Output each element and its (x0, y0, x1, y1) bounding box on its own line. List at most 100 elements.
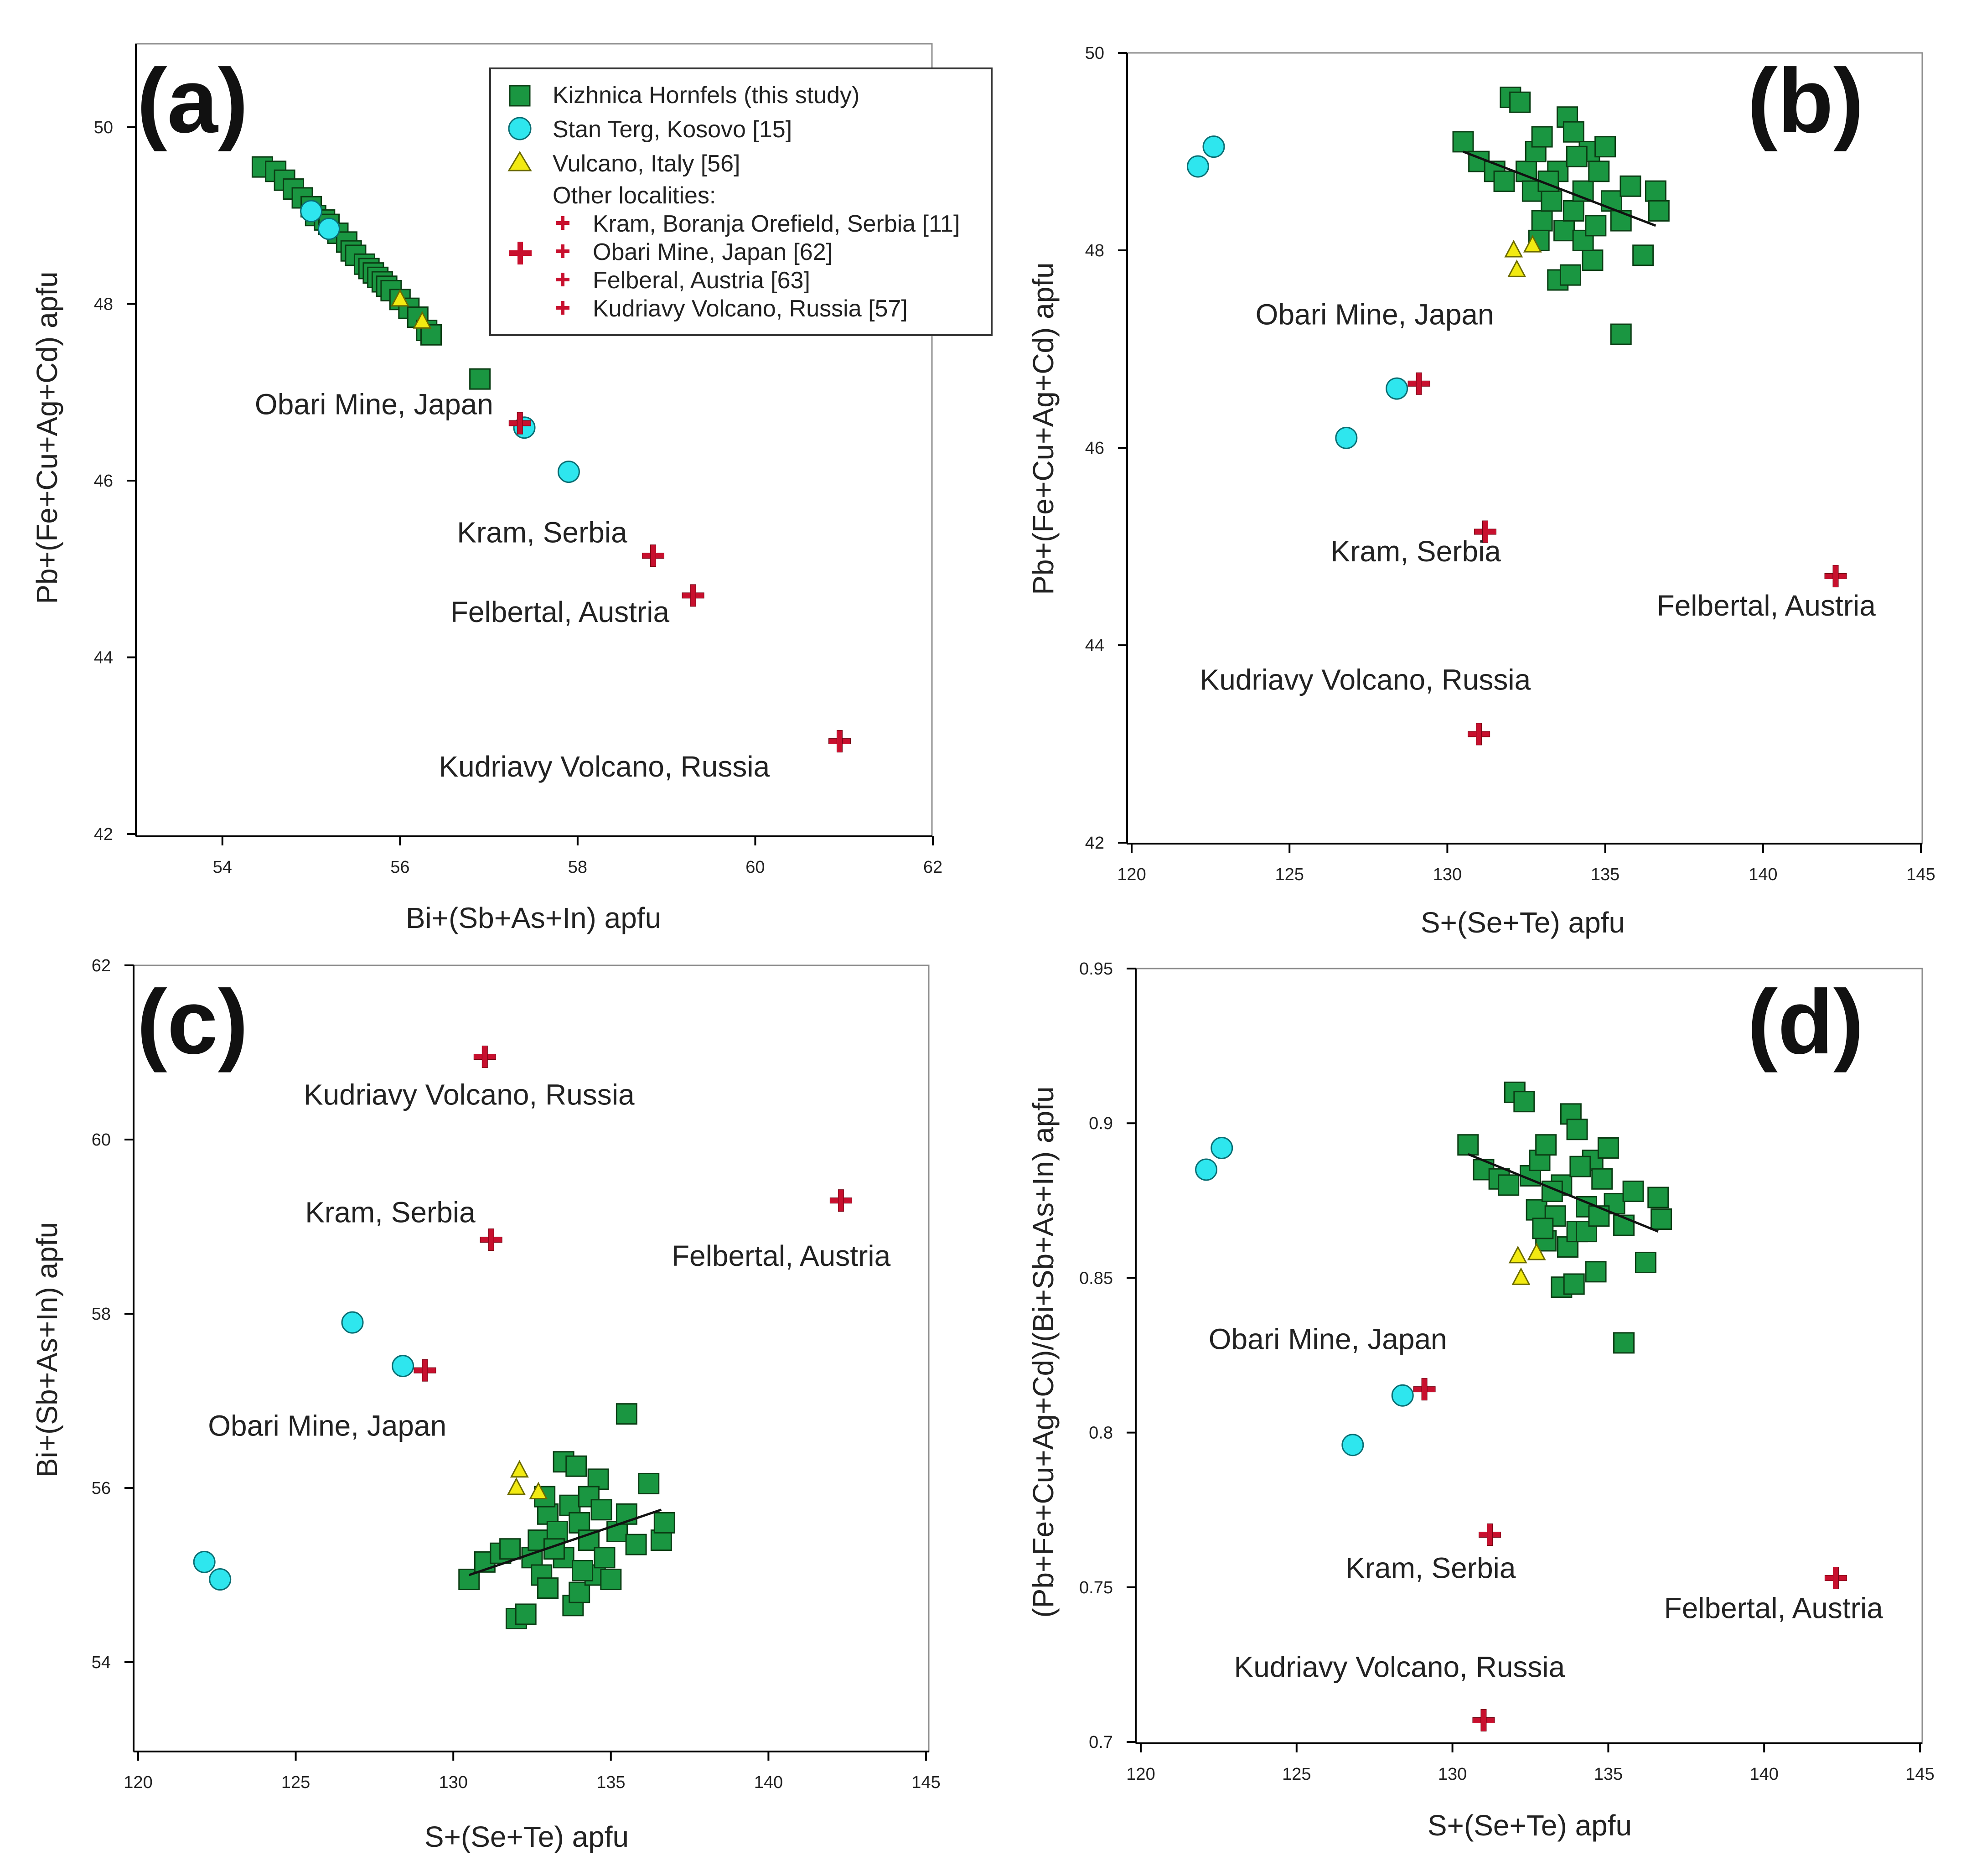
panel-d-point-other-locality (1824, 1566, 1847, 1589)
panel-a-point-stan-terg (557, 461, 580, 483)
panel-c-point-kizhnica (650, 1529, 672, 1551)
legend: Kizhnica Hornfels (this study) Stan Terg… (489, 67, 993, 336)
panel-d-y-axis-label: (Pb+Fe+Cu+Ag+Cd)/(Bi+Sb+As+In) apfu (1027, 1086, 1060, 1617)
panel-d-point-kizhnica (1457, 1134, 1479, 1156)
panel-c-label: (c) (137, 971, 248, 1073)
panel-c-trendline (468, 1508, 662, 1576)
panel-c-y-tick-label: 60 (92, 1130, 111, 1150)
panel-d-point-stan-terg (1341, 1434, 1364, 1456)
panel-d: S+(Se+Te) apfu (Pb+Fe+Cu+Ag+Cd)/(Bi+Sb+A… (1027, 959, 1935, 1842)
panel-b-point-kizhnica (1632, 244, 1654, 266)
panel-b-point-kizhnica (1594, 136, 1616, 158)
panel-d-point-kizhnica (1563, 1273, 1585, 1295)
panel-a-point-other-locality (682, 584, 704, 607)
panel-c-point-kizhnica (537, 1577, 559, 1599)
panel-c-point-kizhnica (515, 1603, 537, 1625)
panel-c-x-tick-label: 120 (124, 1773, 152, 1792)
legend-label-felberal: Felberal, Austria [63] (593, 267, 810, 294)
panel-c-point-kizhnica (638, 1472, 660, 1494)
panel-a-y-tick-label: 46 (94, 472, 113, 491)
panel-d-x-tick-label: 145 (1905, 1765, 1934, 1784)
panel-d-point-kizhnica (1544, 1205, 1566, 1227)
panel-d-x-axis-label: S+(Se+Te) apfu (1428, 1809, 1632, 1842)
panel-d-point-stan-terg (1391, 1384, 1414, 1407)
panel-c-point-kizhnica (565, 1455, 587, 1477)
panel-d-point-kizhnica (1535, 1134, 1557, 1156)
panel-c-point-kizhnica (546, 1521, 568, 1542)
panel-c-x-axis-label: S+(Se+Te) apfu (424, 1820, 629, 1853)
panel-c-point-vulcano (529, 1482, 548, 1500)
panel-c-point-vulcano (507, 1477, 526, 1495)
panel-d-point-kizhnica (1513, 1091, 1535, 1113)
panel-b-point-kizhnica (1566, 145, 1588, 167)
panel-c-annotation: Kram, Serbia (305, 1196, 476, 1228)
panel-b-annotation: Obari Mine, Japan (1256, 298, 1494, 331)
panel-d-x-tick-label: 135 (1594, 1765, 1623, 1784)
panel-c-point-kizhnica (653, 1512, 675, 1534)
panel-c-point-stan-terg (392, 1355, 414, 1378)
panel-a-y-tick-label: 50 (94, 118, 113, 137)
panel-d-point-kizhnica (1647, 1187, 1669, 1208)
panel-d-point-kizhnica (1591, 1168, 1613, 1190)
panel-d-annotation: Kudriavy Volcano, Russia (1234, 1651, 1565, 1684)
panel-b-point-kizhnica (1541, 190, 1563, 212)
panel-d-annotation: Obari Mine, Japan (1209, 1322, 1447, 1355)
panel-a-point-vulcano (413, 311, 432, 329)
panel-d-y-tick-label: 0.7 (1089, 1733, 1113, 1752)
panel-a-point-stan-terg (300, 200, 323, 223)
panel-c-point-kizhnica (572, 1560, 594, 1581)
panel-d-point-kizhnica (1526, 1199, 1547, 1221)
panel-b-point-kizhnica (1610, 323, 1632, 345)
panel-d-point-stan-terg (1195, 1158, 1218, 1181)
panel-d-point-kizhnica (1588, 1205, 1610, 1227)
panel-c-point-kizhnica (569, 1581, 590, 1603)
panel-b: S+(Se+Te) apfu Pb+(Fe+Cu+Ag+Cd) apfu 120… (1027, 44, 1935, 939)
panel-b-x-axis-label: S+(Se+Te) apfu (1421, 906, 1625, 939)
panel-b-x-tick-label: 120 (1117, 865, 1146, 884)
panel-c: S+(Se+Te) apfu Bi+(Sb+As+In) apfu 120 125… (31, 956, 941, 1853)
panel-d-point-stan-terg (1211, 1136, 1233, 1159)
panel-c-point-kizhnica (569, 1512, 590, 1534)
panel-b-point-other-locality (1468, 723, 1490, 746)
panel-c-point-other-locality (480, 1228, 502, 1251)
panel-b-y-tick-label: 50 (1085, 44, 1104, 63)
panel-d-x-tick-label: 140 (1749, 1765, 1778, 1784)
panel-a-point-kizhnica (469, 368, 491, 390)
panel-c-point-stan-terg (341, 1311, 364, 1334)
panel-c-point-stan-terg (209, 1568, 232, 1591)
panel-a-x-tick-label: 60 (745, 858, 765, 877)
panel-c-y-tick-label: 62 (92, 956, 111, 975)
panel-d-point-kizhnica (1569, 1156, 1591, 1177)
panel-a-annotation: Kudriavy Volcano, Russia (439, 750, 770, 783)
panel-d-label: (d) (1747, 971, 1863, 1073)
panel-b-trendline (1463, 150, 1656, 227)
legend-box (489, 67, 993, 336)
panel-b-y-tick-label: 48 (1085, 241, 1104, 260)
panel-d-y-tick-label: 0.75 (1079, 1578, 1113, 1597)
panel-c-annotation: Kudriavy Volcano, Russia (304, 1078, 635, 1111)
panel-c-annotation: Obari Mine, Japan (208, 1409, 446, 1442)
panel-a-point-vulcano (390, 289, 409, 307)
legend-label-kudriavy: Kudriavy Volcano, Russia [57] (593, 295, 908, 322)
panel-d-y-tick-label: 0.85 (1079, 1269, 1113, 1288)
panel-d-point-vulcano (1511, 1267, 1531, 1285)
panel-d-y-tick-label: 0.9 (1089, 1114, 1113, 1133)
panel-c-point-other-locality (829, 1189, 852, 1212)
panel-a-point-other-locality (508, 412, 531, 435)
panel-c-point-vulcano (510, 1460, 529, 1478)
legend-square-icon (509, 85, 531, 107)
panel-b-x-tick-label: 140 (1749, 865, 1777, 884)
panel-b-point-kizhnica (1582, 249, 1604, 271)
panel-d-x-tick-label: 120 (1126, 1765, 1155, 1784)
panel-a-x-tick-label: 54 (213, 858, 232, 877)
panel-c-point-kizhnica (594, 1547, 616, 1569)
panel-b-point-kizhnica (1493, 170, 1515, 192)
panel-d-annotation: Kram, Serbia (1345, 1551, 1516, 1584)
panel-c-y-tick-label: 58 (92, 1305, 111, 1324)
panel-b-x-tick-label: 130 (1433, 865, 1462, 884)
panel-b-y-tick-label: 46 (1085, 439, 1104, 458)
panel-d-point-kizhnica (1622, 1180, 1644, 1202)
panel-c-point-kizhnica (537, 1503, 559, 1525)
panel-c-y-tick-label: 56 (92, 1479, 111, 1498)
panel-b-point-kizhnica (1648, 200, 1670, 222)
